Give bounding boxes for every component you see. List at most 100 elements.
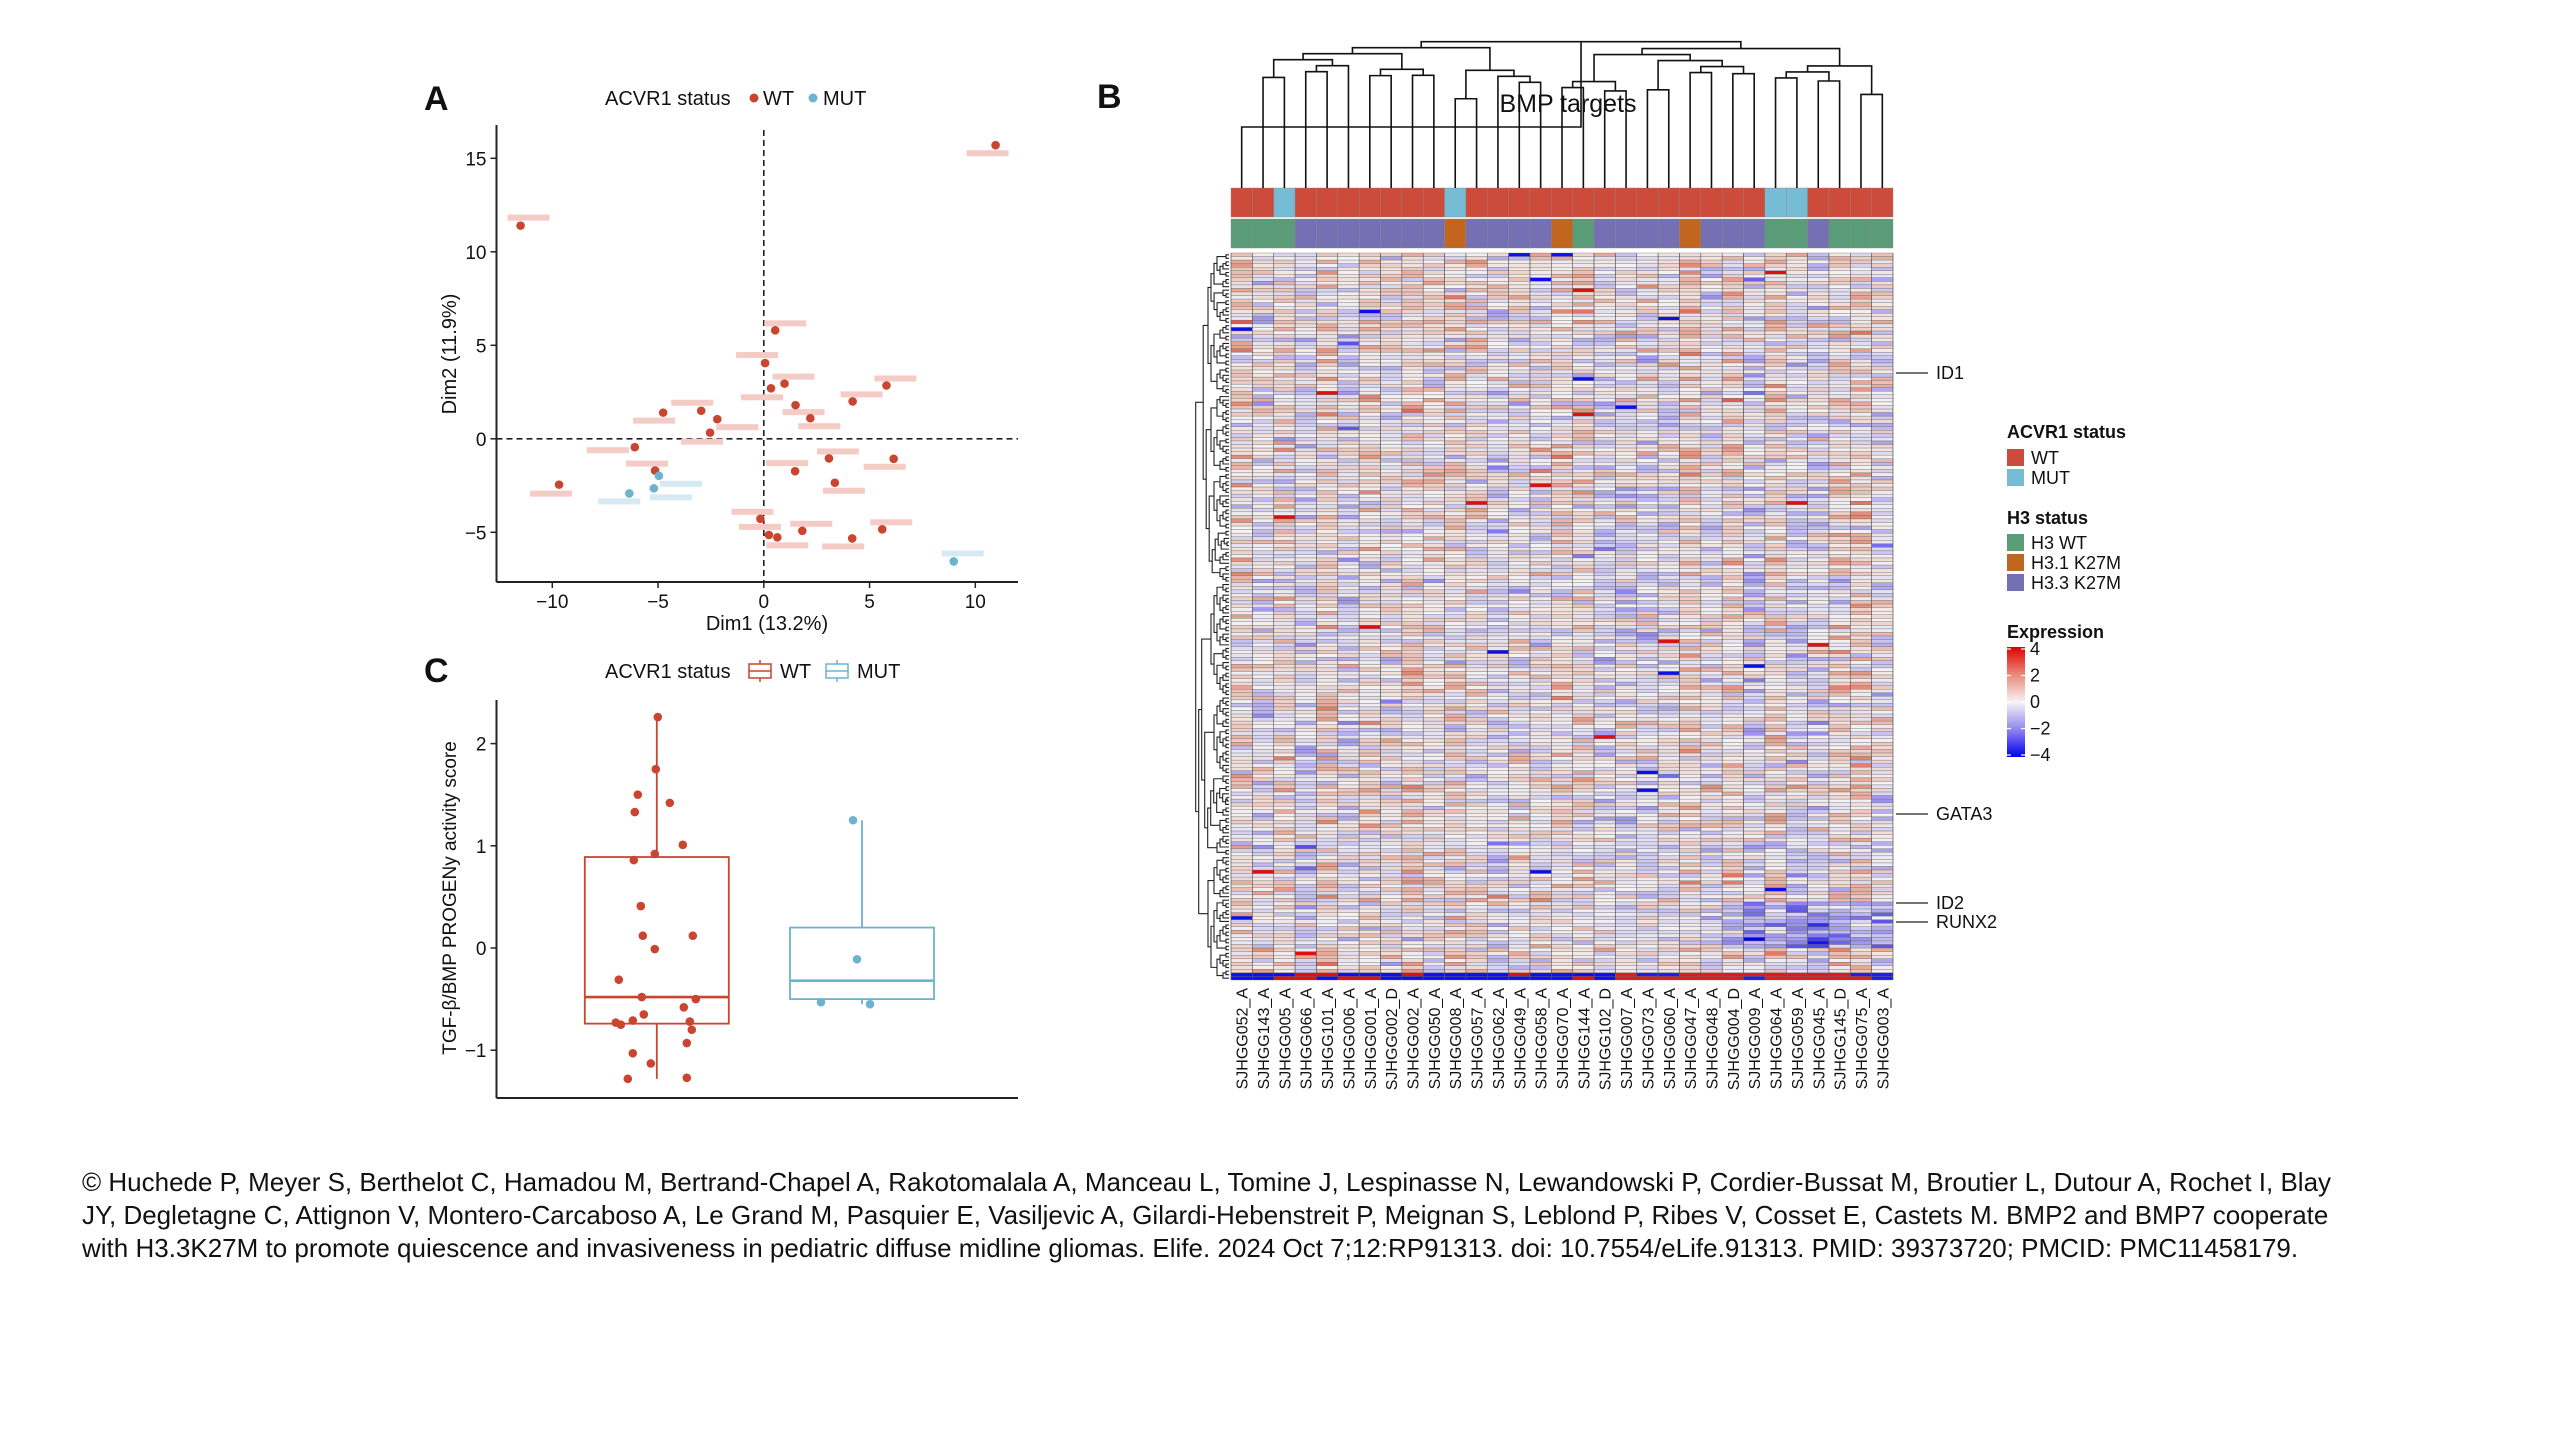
heatmap-cell: [1465, 745, 1488, 750]
heatmap-cell: [1337, 334, 1360, 339]
heatmap-cell: [1230, 621, 1253, 626]
heatmap-cell: [1764, 781, 1787, 786]
heatmap-cell: [1636, 394, 1659, 399]
heatmap-cell: [1529, 366, 1552, 371]
heatmap-cell: [1636, 635, 1659, 640]
heatmap-cell: [1572, 259, 1595, 264]
heatmap-cell: [1786, 423, 1808, 427]
heatmap-cell: [1679, 635, 1701, 640]
heatmap-cell: [1721, 309, 1744, 314]
heatmap-cell: [1487, 554, 1509, 559]
point-wt: [650, 849, 660, 859]
heatmap-cell: [1743, 451, 1766, 456]
heatmap-cell: [1316, 554, 1338, 559]
legend-c-mut-label: MUT: [857, 661, 900, 683]
heatmap-cell: [1273, 653, 1296, 658]
heatmap-cell: [1786, 674, 1808, 679]
heatmap-cell: [1551, 586, 1573, 591]
heatmap-cell: [1508, 561, 1531, 566]
heatmap-cell: [1636, 359, 1659, 364]
heatmap-cell: [1572, 355, 1595, 360]
heatmap-cell: [1423, 447, 1445, 452]
heatmap-cell: [1572, 628, 1595, 633]
heatmap-cell: [1871, 568, 1894, 573]
heatmap-cell: [1721, 653, 1744, 658]
heatmap-cell: [1636, 713, 1659, 718]
heatmap-cell: [1230, 426, 1253, 431]
heatmap-cell: [1337, 710, 1360, 715]
heatmap-cell: [1700, 561, 1723, 566]
heatmap-cell: [1657, 561, 1680, 566]
heatmap-cell: [1850, 664, 1872, 669]
heatmap-cell: [1657, 710, 1680, 715]
heatmap-cell: [1657, 391, 1680, 396]
heatmap-cell: [1572, 784, 1595, 789]
heatmap-cell: [1786, 540, 1808, 544]
heatmap-cell: [1615, 561, 1637, 566]
heatmap-cell: [1337, 756, 1360, 761]
heatmap-cell: [1508, 291, 1531, 296]
heatmap-cell: [1487, 437, 1509, 442]
heatmap-cell: [1337, 483, 1360, 488]
heatmap-cell: [1850, 337, 1872, 342]
heatmap-cell: [1273, 642, 1296, 647]
heatmap-cell: [1743, 742, 1766, 747]
heatmap-cell: [1850, 628, 1872, 633]
heatmap-cell: [1337, 788, 1360, 793]
heatmap-cell: [1807, 571, 1830, 576]
heatmap-cell: [1593, 433, 1616, 438]
heatmap-cell: [1529, 352, 1552, 357]
heatmap-cell: [1572, 334, 1595, 339]
heatmap-cell: [1380, 742, 1403, 747]
heatmap-cell: [1358, 678, 1381, 683]
heatmap-cell: [1529, 306, 1552, 310]
point-wt: [554, 480, 564, 489]
heatmap-cell: [1230, 554, 1253, 559]
heatmap-cell: [1444, 405, 1467, 410]
heatmap-cell: [1465, 685, 1488, 690]
heatmap-cell: [1401, 798, 1424, 803]
heatmap-cell: [1850, 369, 1872, 374]
heatmap-cell: [1337, 774, 1360, 779]
heatmap-cell: [1273, 419, 1296, 424]
heatmap-cell: [1252, 642, 1274, 647]
heatmap-cell: [1679, 398, 1701, 403]
heatmap-cell: [1316, 696, 1338, 701]
heatmap-cell: [1593, 348, 1616, 353]
heatmap-cell: [1679, 384, 1701, 388]
heatmap-cell: [1230, 784, 1253, 789]
heatmap-cell: [1508, 749, 1531, 754]
heatmap-cell: [1721, 540, 1744, 544]
heatmap-cell: [1807, 720, 1830, 725]
heatmap-cell: [1273, 263, 1296, 268]
heatmap-cell: [1721, 756, 1744, 761]
heatmap-cell: [1850, 653, 1872, 658]
heatmap-cell: [1316, 302, 1338, 307]
heatmap-cell: [1380, 699, 1403, 704]
heatmap-cell: [1529, 270, 1552, 275]
heatmap-cell: [1465, 483, 1488, 488]
heatmap-cell: [1273, 284, 1296, 289]
heatmap-cell: [1721, 728, 1744, 732]
heatmap-cell: [1850, 713, 1872, 718]
heatmap-cell: [1551, 646, 1573, 651]
heatmap-cell: [1273, 742, 1296, 747]
heatmap-cell: [1487, 550, 1509, 555]
heatmap-cell: [1636, 451, 1659, 456]
heatmap-cell: [1252, 614, 1274, 619]
heatmap-cell: [1508, 384, 1531, 388]
heatmap-cell: [1423, 295, 1445, 300]
heatmap-cell: [1764, 359, 1787, 364]
heatmap-cell: [1657, 433, 1680, 438]
heatmap-cell: [1807, 462, 1830, 466]
heatmap-cell: [1572, 767, 1595, 771]
heatmap-cell: [1444, 444, 1467, 449]
heatmap-cell: [1444, 671, 1467, 676]
heatmap-cell: [1871, 678, 1894, 683]
heatmap-cell: [1615, 557, 1637, 562]
heatmap-cell: [1529, 497, 1552, 502]
heatmap-cell: [1316, 373, 1338, 378]
heatmap-cell: [1593, 323, 1616, 328]
heatmap-cell: [1273, 440, 1296, 445]
heatmap-cell: [1743, 323, 1766, 328]
